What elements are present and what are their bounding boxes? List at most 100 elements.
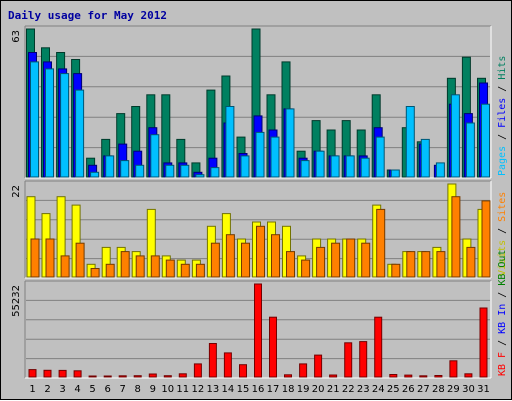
side-legend: KB F / KB In / KB Out <box>497 250 508 376</box>
bar-sites <box>135 255 145 278</box>
bar-kbytes <box>284 374 292 378</box>
bar-kbytes <box>374 316 383 378</box>
bar-pages <box>90 171 100 178</box>
bar-pages <box>465 122 475 178</box>
x-tick-label: 5 <box>89 384 95 395</box>
bar-kbytes <box>43 369 52 378</box>
x-tick-label: 24 <box>372 384 385 395</box>
bar-kbytes <box>389 374 398 378</box>
bar-pages <box>360 157 370 178</box>
bar-sites <box>316 246 326 278</box>
bar-kbytes <box>359 341 368 378</box>
x-tick-label: 2 <box>44 384 50 395</box>
x-tick-label: 28 <box>432 384 445 395</box>
bar-sites <box>105 263 115 278</box>
x-tick-label: 20 <box>312 384 325 395</box>
legend-entry: KB Out <box>497 250 508 286</box>
x-tick-label: 29 <box>447 384 460 395</box>
bar-sites <box>120 251 130 278</box>
bar-sites <box>301 259 311 278</box>
bar-sites <box>180 263 190 278</box>
bars <box>28 283 488 378</box>
bar-sites <box>45 238 55 278</box>
bar-kbytes <box>269 316 277 378</box>
bar-kbytes <box>88 375 97 378</box>
bar-sites <box>406 251 416 278</box>
x-tick-label: 30 <box>462 384 475 395</box>
side-legend: Visits / Sites <box>497 192 508 276</box>
bar-sites <box>60 255 70 278</box>
bar-kbytes <box>329 374 338 378</box>
bar-pages <box>330 155 340 178</box>
bar-pages <box>105 155 115 178</box>
x-tick-label: 12 <box>192 384 205 395</box>
bar-sites <box>421 251 431 278</box>
x-tick-label: 26 <box>402 384 415 395</box>
legend-entry: / <box>497 334 508 352</box>
bar-sites <box>241 242 250 278</box>
bar-pages <box>210 167 220 178</box>
bar-kbytes <box>133 375 142 378</box>
x-tick-label: 18 <box>282 384 295 395</box>
bar-pages <box>270 136 280 178</box>
legend-entry: Hits <box>497 56 508 80</box>
x-tick-label: 10 <box>161 384 174 395</box>
bar-kbytes <box>28 369 37 378</box>
bar-kbytes <box>148 373 157 378</box>
side-legend: Pages / Files / Hits <box>497 56 508 176</box>
bar-kbytes <box>344 342 353 378</box>
bar-pages <box>300 160 310 178</box>
x-tick-label: 31 <box>477 384 490 395</box>
bar-kbytes <box>464 373 473 378</box>
bar-sites <box>391 263 401 278</box>
bar-sites <box>361 242 371 278</box>
legend-entry: / <box>497 286 508 304</box>
bar-sites <box>331 242 341 278</box>
bar-sites <box>286 251 295 278</box>
bar-pages <box>150 134 160 178</box>
bar-sites <box>30 238 40 278</box>
legend-entry: Files <box>497 98 508 128</box>
bar-kbytes <box>103 375 112 378</box>
bar-sites <box>271 234 280 278</box>
bar-sites <box>436 251 446 278</box>
bar-kbytes <box>434 375 443 378</box>
panel-hits-files-pages: 63 Pages / Files / Hits <box>11 25 508 179</box>
x-tick-label: 7 <box>120 384 126 395</box>
bar-sites <box>346 238 356 278</box>
legend-entry: / <box>497 80 508 98</box>
x-tick-label: 8 <box>135 384 141 395</box>
bar-pages <box>435 162 445 178</box>
panel-visits-sites: 22 Visits / Sites <box>11 180 508 279</box>
x-tick-label: 17 <box>267 384 280 395</box>
x-tick-label: 11 <box>176 384 189 395</box>
bar-pages <box>225 106 235 178</box>
legend-entry: Sites <box>497 192 508 222</box>
bar-sites <box>256 225 265 278</box>
y-max-label: 55232 <box>11 285 22 317</box>
bar-pages <box>285 108 295 178</box>
bars <box>26 183 491 278</box>
bar-kbytes <box>479 307 488 378</box>
bar-sites <box>195 263 205 278</box>
bar-kbytes <box>419 375 428 378</box>
x-tick-label: 14 <box>222 384 235 395</box>
legend-entry: Pages <box>497 146 508 176</box>
panel-kbytes: 55232 KB F / KB In / KB Out <box>11 250 508 379</box>
bar-sites <box>481 200 491 278</box>
legend-entry: Visits <box>497 240 508 276</box>
bar-kbytes <box>163 375 172 378</box>
bar-pages <box>165 164 175 178</box>
bar-kbytes <box>239 364 247 378</box>
bar-kbytes <box>254 283 262 378</box>
x-tick-label: 16 <box>252 384 265 395</box>
bar-pages <box>345 155 355 178</box>
x-tick-label: 6 <box>105 384 111 395</box>
bars <box>26 28 490 178</box>
bar-sites <box>376 208 386 278</box>
bar-pages <box>60 73 70 178</box>
bar-sites <box>165 259 175 278</box>
bar-sites <box>451 196 461 278</box>
